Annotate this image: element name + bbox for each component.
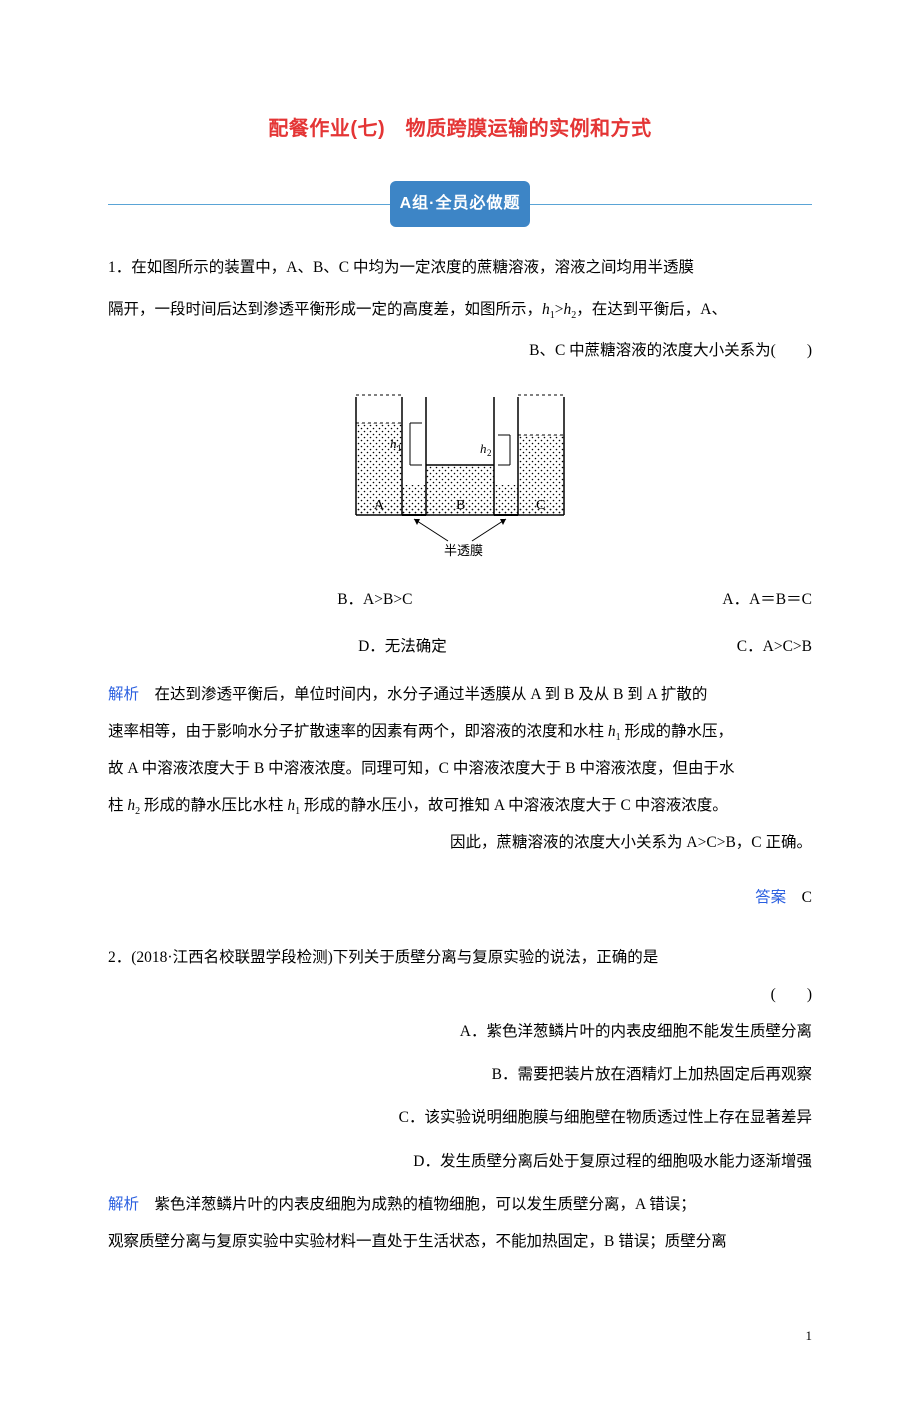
q1-stem-line1: 1．在如图所示的装置中，A、B、C 中均为一定浓度的蔗糖溶液，溶液之间均用半透膜 <box>108 249 812 286</box>
q2-analysis-label: 解析 <box>108 1196 139 1213</box>
q1-analysis-line2: 速率相等，由于影响水分子扩散速率的因素有两个，即溶液的浓度和水柱 h1 形成的静… <box>108 713 812 750</box>
q1-options-row1: B．A>B>C A．A＝B＝C <box>108 581 812 618</box>
q1-sub1: 1 <box>550 310 555 321</box>
q1-stem-line2: 隔开，一段时间后达到渗透平衡形成一定的高度差，如图所示，h1>h2，在达到平衡后… <box>108 291 812 328</box>
q2-option-B: B．需要把装片放在酒精灯上加热固定后再观察 <box>108 1056 812 1093</box>
q1-options-row2: D．无法确定 C．A>C>B <box>108 628 812 665</box>
q1-option-C: C．A>C>B <box>737 628 812 665</box>
q1-option-A: A．A＝B＝C <box>722 581 812 618</box>
q1-analysis-line1: 解析 在达到渗透平衡后，单位时间内，水分子通过半透膜从 A 到 B 及从 B 到… <box>108 676 812 713</box>
q1-answer-value: C <box>802 889 812 906</box>
section-a-label: A组·全员必做题 <box>390 181 531 227</box>
q2-analysis-line2: 观察质壁分离与复原实验中实验材料一直处于生活状态，不能加热固定，B 错误；质壁分… <box>108 1223 812 1260</box>
q1-analysis-line4: 柱 h2 形成的静水压比水柱 h1 形成的静水压小，故可推知 A 中溶液浓度大于… <box>108 787 812 824</box>
q2-options: A．紫色洋葱鳞片叶的内表皮细胞不能发生质壁分离 B．需要把装片放在酒精灯上加热固… <box>108 1013 812 1180</box>
svg-text:A: A <box>374 498 385 513</box>
q2-option-C: C．该实验说明细胞膜与细胞壁在物质透过性上存在显著差异 <box>108 1099 812 1136</box>
svg-text:半透膜: 半透膜 <box>444 543 483 557</box>
q1-option-B: B．A>B>C <box>337 581 412 618</box>
q1-stem: 1．在如图所示的装置中，A、B、C 中均为一定浓度的蔗糖溶液，溶液之间均用半透膜… <box>108 249 812 369</box>
banner-line-left <box>108 204 390 205</box>
q1-diagram: h 1 h 2 A B C 半透膜 <box>108 385 812 571</box>
page-number: 1 <box>108 1320 812 1351</box>
svg-text:B: B <box>456 498 465 513</box>
q1-analysis-line3: 故 A 中溶液浓度大于 B 中溶液浓度。同理可知，C 中溶液浓度大于 B 中溶液… <box>108 750 812 787</box>
page-container: 配餐作业(七) 物质跨膜运输的实例和方式 A组·全员必做题 1．在如图所示的装置… <box>0 0 920 1401</box>
q1-answer: 答案 C <box>108 879 812 916</box>
q1-analysis-line5: 因此，蔗糖溶液的浓度大小关系为 A>C>B，C 正确。 <box>108 824 812 861</box>
svg-text:h: h <box>390 436 397 451</box>
q2-analysis: 解析 紫色洋葱鳞片叶的内表皮细胞为成熟的植物细胞，可以发生质壁分离，A 错误； … <box>108 1186 812 1260</box>
svg-text:C: C <box>536 498 545 513</box>
q2-stem-line2: ( ) <box>108 976 812 1013</box>
q2-option-D: D．发生质壁分离后处于复原过程的细胞吸水能力逐渐增强 <box>108 1143 812 1180</box>
q1-an1: 在达到渗透平衡后，单位时间内，水分子通过半透膜从 A 到 B 及从 B 到 A … <box>139 686 707 703</box>
answer-label: 答案 <box>755 889 786 906</box>
q1-stem2-pre: 隔开，一段时间后达到渗透平衡形成一定的高度差，如图所示， <box>108 301 542 318</box>
q2-stem-line1: 2．(2018·江西名校联盟学段检测)下列关于质壁分离与复原实验的说法，正确的是 <box>108 939 812 976</box>
document-title: 配餐作业(七) 物质跨膜运输的实例和方式 <box>108 105 812 153</box>
q1-h1h2: h <box>542 301 550 318</box>
section-a-banner: A组·全员必做题 <box>108 181 812 227</box>
svg-text:2: 2 <box>487 448 492 458</box>
svg-text:1: 1 <box>397 443 402 453</box>
svg-text:h: h <box>480 441 487 456</box>
q2-an1: 紫色洋葱鳞片叶的内表皮细胞为成熟的植物细胞，可以发生质壁分离，A 错误； <box>139 1196 696 1213</box>
q2-analysis-line1: 解析 紫色洋葱鳞片叶的内表皮细胞为成熟的植物细胞，可以发生质壁分离，A 错误； <box>108 1186 812 1223</box>
analysis-label: 解析 <box>108 686 139 703</box>
osmosis-diagram-svg: h 1 h 2 A B C 半透膜 <box>348 385 572 557</box>
q1-stem2-post: ，在达到平衡后，A、 <box>576 301 727 318</box>
q1-option-D: D．无法确定 <box>358 628 447 665</box>
q1-stem-line3: B、C 中蔗糖溶液的浓度大小关系为( ) <box>108 332 812 369</box>
q2-option-A: A．紫色洋葱鳞片叶的内表皮细胞不能发生质壁分离 <box>108 1013 812 1050</box>
banner-line-right <box>530 204 812 205</box>
q2: 2．(2018·江西名校联盟学段检测)下列关于质壁分离与复原实验的说法，正确的是… <box>108 939 812 1261</box>
q1-analysis: 解析 在达到渗透平衡后，单位时间内，水分子通过半透膜从 A 到 B 及从 B 到… <box>108 676 812 862</box>
